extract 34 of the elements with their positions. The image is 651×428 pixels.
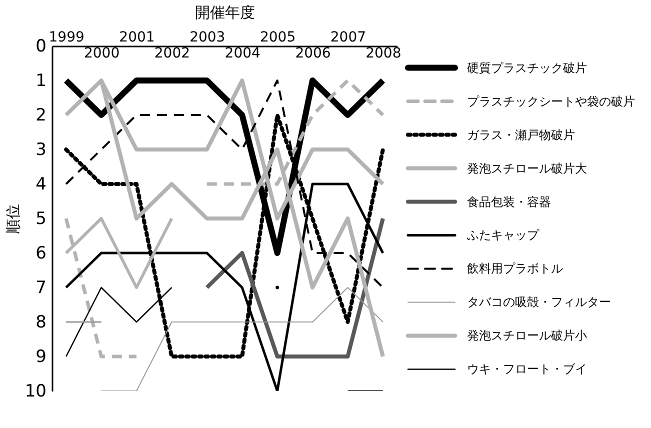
legend-label: 食品包装・容器: [467, 194, 551, 209]
legend-label: ふたキャップ: [466, 228, 540, 242]
legend-label: 発泡スチロール破片大: [467, 161, 587, 176]
x-tick-label: 2008: [366, 46, 402, 62]
y-tick-label: 9: [36, 347, 46, 367]
legend-label: タバコの吸殻・フィルター: [467, 295, 611, 310]
x-tick-label: 2003: [190, 30, 226, 46]
legend-label: ガラス・瀬戸物破片: [467, 128, 575, 142]
legend-label: プラスチックシートや袋の破片: [467, 94, 635, 108]
x-tick-label: 1999: [48, 30, 84, 46]
x-tick-label: 2006: [295, 46, 331, 62]
y-tick-label: 6: [36, 244, 46, 264]
legend-label: 飲料用プラボトル: [467, 262, 563, 276]
y-tick-label: 5: [36, 209, 46, 229]
x-tick-label: 2002: [154, 46, 190, 62]
x-tick-label: 2005: [260, 30, 296, 46]
y-tick-label: 8: [36, 312, 46, 332]
y-axis-title: 順位: [4, 204, 22, 234]
y-tick-label: 7: [36, 278, 46, 298]
y-tick-label: 3: [36, 140, 46, 160]
legend-label: 硬質プラスチック破片: [467, 60, 587, 75]
x-axis-title: 開催年度: [195, 4, 255, 22]
y-tick-label: 2: [36, 106, 46, 126]
y-tick-label: 1: [36, 71, 46, 91]
legend-label: 発泡スチロール破片小: [467, 328, 587, 343]
line-series: [204, 216, 385, 358]
legend-label: ウキ・フロート・ブイ: [467, 362, 587, 376]
x-tick-label: 2000: [84, 46, 120, 62]
x-tick-label: 2001: [119, 30, 155, 46]
x-tick-label: 2004: [224, 46, 261, 62]
x-tick-label: 2007: [330, 30, 366, 46]
y-tick-label: 4: [36, 174, 46, 194]
y-tick-label: 0: [36, 36, 46, 56]
y-tick-label: 10: [24, 382, 46, 402]
